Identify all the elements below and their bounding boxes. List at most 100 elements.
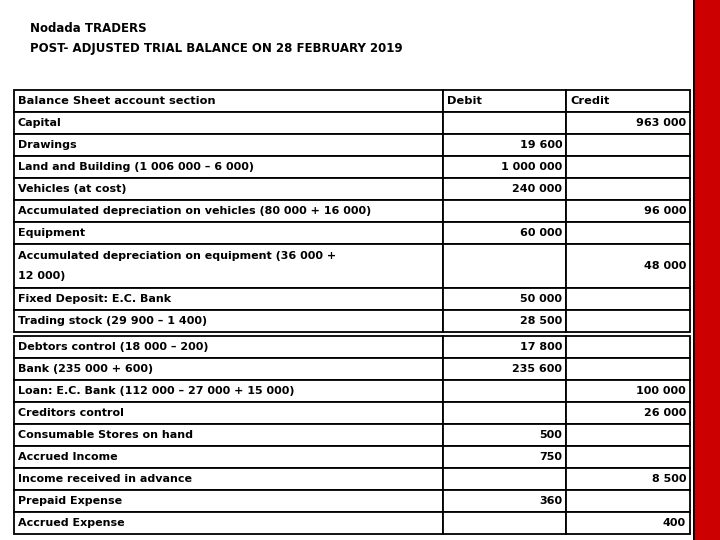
Bar (443, 446, 567, 468)
Text: 28 500: 28 500 (520, 316, 562, 326)
Bar (443, 402, 567, 424)
Bar (567, 222, 690, 244)
Bar (567, 358, 690, 380)
Bar (567, 178, 690, 200)
Bar (14, 90, 443, 112)
Bar (443, 222, 567, 244)
Bar (443, 358, 567, 380)
Bar (567, 90, 690, 112)
Bar (693, 0, 695, 540)
Bar (567, 446, 690, 468)
Bar (567, 244, 690, 288)
Bar (443, 134, 567, 156)
Text: Trading stock (29 900 – 1 400): Trading stock (29 900 – 1 400) (18, 316, 207, 326)
Text: Capital: Capital (18, 118, 62, 128)
Text: Drawings: Drawings (18, 140, 76, 150)
Text: 26 000: 26 000 (644, 408, 686, 418)
Bar (14, 424, 443, 446)
Bar (443, 112, 567, 134)
Bar (443, 336, 567, 358)
Bar (443, 200, 567, 222)
Bar (695, 0, 720, 540)
Bar (14, 512, 443, 534)
Bar (14, 200, 443, 222)
Bar (14, 446, 443, 468)
Text: Loan: E.C. Bank (112 000 – 27 000 + 15 000): Loan: E.C. Bank (112 000 – 27 000 + 15 0… (18, 386, 294, 396)
Bar (443, 310, 567, 332)
Text: Equipment: Equipment (18, 228, 85, 238)
Text: POST- ADJUSTED TRIAL BALANCE ON 28 FEBRUARY 2019: POST- ADJUSTED TRIAL BALANCE ON 28 FEBRU… (30, 42, 402, 55)
Bar (567, 200, 690, 222)
Bar (567, 380, 690, 402)
Text: 96 000: 96 000 (644, 206, 686, 216)
Text: 235 600: 235 600 (513, 364, 562, 374)
Text: Debtors control (18 000 – 200): Debtors control (18 000 – 200) (18, 342, 209, 352)
Bar (567, 156, 690, 178)
Bar (567, 310, 690, 332)
Text: Land and Building (1 006 000 – 6 000): Land and Building (1 006 000 – 6 000) (18, 162, 254, 172)
Text: 50 000: 50 000 (521, 294, 562, 304)
Text: Balance Sheet account section: Balance Sheet account section (18, 96, 215, 106)
Bar (14, 222, 443, 244)
Text: 360: 360 (539, 496, 562, 506)
Text: Creditors control: Creditors control (18, 408, 124, 418)
Text: 8 500: 8 500 (652, 474, 686, 484)
Bar (567, 134, 690, 156)
Text: 12 000): 12 000) (18, 271, 66, 281)
Text: Accumulated depreciation on vehicles (80 000 + 16 000): Accumulated depreciation on vehicles (80… (18, 206, 372, 216)
Text: Consumable Stores on hand: Consumable Stores on hand (18, 430, 193, 440)
Bar (443, 156, 567, 178)
Bar (567, 468, 690, 490)
Text: 48 000: 48 000 (644, 261, 686, 271)
Text: Income received in advance: Income received in advance (18, 474, 192, 484)
Bar (443, 288, 567, 310)
Bar (443, 468, 567, 490)
Text: Accrued Income: Accrued Income (18, 452, 117, 462)
Bar (14, 380, 443, 402)
Bar (14, 178, 443, 200)
Bar (14, 468, 443, 490)
Text: Nodada TRADERS: Nodada TRADERS (30, 22, 147, 35)
Bar (443, 244, 567, 288)
Text: Bank (235 000 + 600): Bank (235 000 + 600) (18, 364, 153, 374)
Text: Vehicles (at cost): Vehicles (at cost) (18, 184, 127, 194)
Text: Fixed Deposit: E.C. Bank: Fixed Deposit: E.C. Bank (18, 294, 171, 304)
Text: Credit: Credit (570, 96, 610, 106)
Text: 750: 750 (539, 452, 562, 462)
Bar (14, 288, 443, 310)
Bar (443, 512, 567, 534)
Text: 60 000: 60 000 (520, 228, 562, 238)
Text: Debit: Debit (446, 96, 482, 106)
Text: 19 600: 19 600 (520, 140, 562, 150)
Bar (14, 134, 443, 156)
Text: 963 000: 963 000 (636, 118, 686, 128)
Bar (443, 490, 567, 512)
Text: 240 000: 240 000 (513, 184, 562, 194)
Bar (14, 358, 443, 380)
Bar (567, 512, 690, 534)
Bar (443, 380, 567, 402)
Text: Accumulated depreciation on equipment (36 000 +: Accumulated depreciation on equipment (3… (18, 251, 336, 261)
Bar (443, 90, 567, 112)
Bar (14, 244, 443, 288)
Bar (567, 336, 690, 358)
Bar (14, 402, 443, 424)
Bar (443, 424, 567, 446)
Bar (567, 402, 690, 424)
Text: 17 800: 17 800 (520, 342, 562, 352)
Text: 1 000 000: 1 000 000 (501, 162, 562, 172)
Bar (14, 490, 443, 512)
Bar (14, 310, 443, 332)
Bar (567, 112, 690, 134)
Text: 500: 500 (539, 430, 562, 440)
Bar (567, 288, 690, 310)
Text: 100 000: 100 000 (636, 386, 686, 396)
Bar (443, 178, 567, 200)
Text: Prepaid Expense: Prepaid Expense (18, 496, 122, 506)
Bar (14, 112, 443, 134)
Bar (14, 156, 443, 178)
Bar (567, 490, 690, 512)
Text: 400: 400 (663, 518, 686, 528)
Text: Accrued Expense: Accrued Expense (18, 518, 125, 528)
Bar (567, 424, 690, 446)
